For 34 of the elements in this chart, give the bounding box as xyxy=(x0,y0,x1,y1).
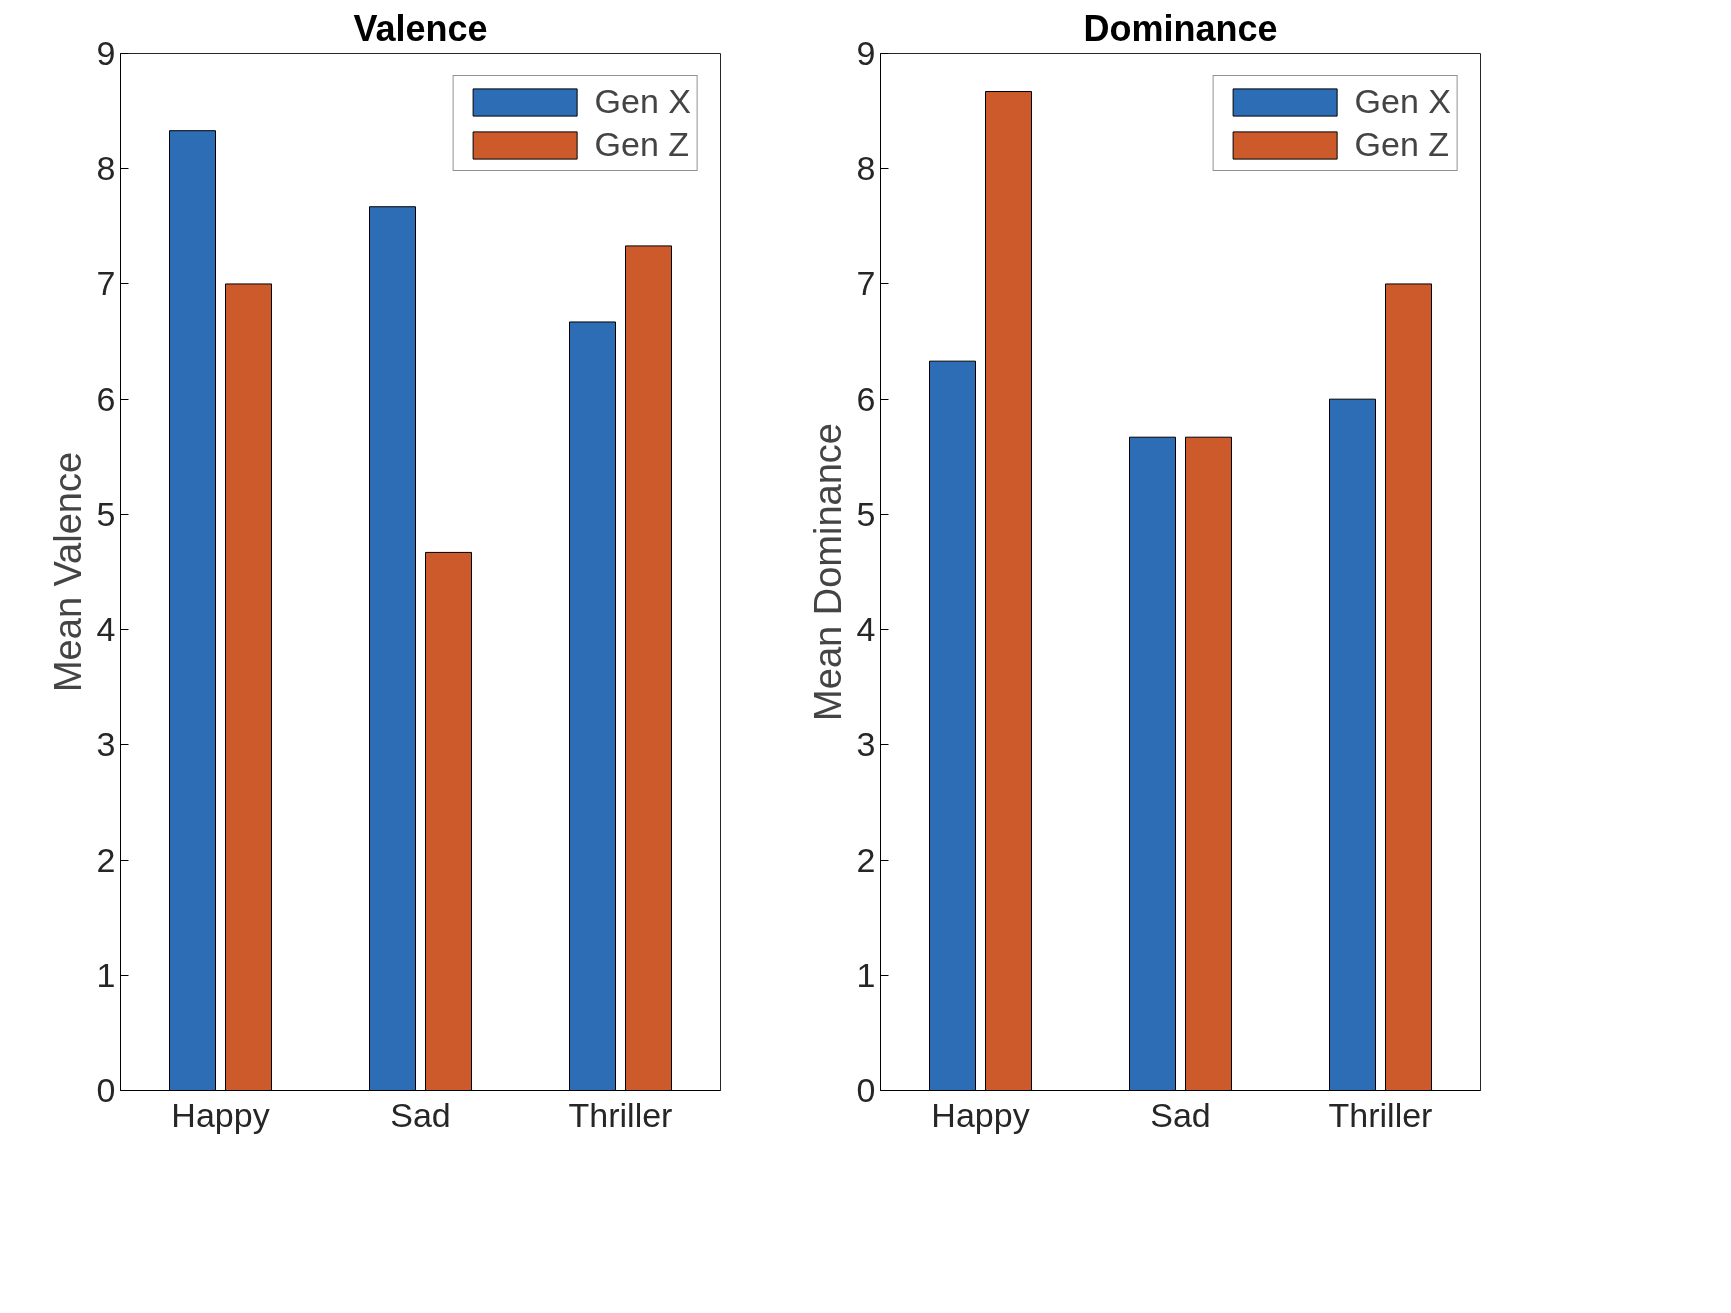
y-tick-label: 8 xyxy=(856,149,876,188)
legend-label: Gen Z xyxy=(594,125,690,164)
y-tick-label: 7 xyxy=(856,264,876,303)
legend-label: Gen X xyxy=(1354,82,1451,121)
y-tick-label: 3 xyxy=(856,725,876,764)
y-tick-label: 0 xyxy=(96,1071,116,1109)
chart-title: Valence xyxy=(353,7,488,49)
y-tick-label: 2 xyxy=(96,840,116,879)
y-axis-title: Mean Valence xyxy=(46,451,89,693)
y-tick-label: 6 xyxy=(96,379,116,418)
y-tick-label: 2 xyxy=(856,840,876,879)
y-tick-label: 6 xyxy=(856,379,876,418)
x-tick-label: Sad xyxy=(390,1095,451,1134)
x-tick-label: Happy xyxy=(931,1095,1030,1134)
y-tick-label: 7 xyxy=(96,264,116,303)
y-tick-label: 5 xyxy=(96,494,116,533)
y-tick-label: 5 xyxy=(856,494,876,533)
y-tick-label: 0 xyxy=(856,1071,876,1109)
y-tick-label: 4 xyxy=(856,610,876,649)
y-tick-label: 1 xyxy=(96,955,116,994)
x-tick-label: Thriller xyxy=(1328,1095,1433,1134)
chart-title: Dominance xyxy=(1083,7,1278,49)
legend-label: Gen X xyxy=(594,82,691,121)
x-tick-label: Sad xyxy=(1150,1095,1211,1134)
y-tick-label: 9 xyxy=(856,34,876,72)
x-tick-label: Happy xyxy=(171,1095,270,1134)
y-tick-label: 1 xyxy=(856,955,876,994)
y-tick-label: 4 xyxy=(96,610,116,649)
y-tick-label: 9 xyxy=(96,34,116,72)
y-axis-title: Mean Dominance xyxy=(806,423,849,721)
y-tick-label: 3 xyxy=(96,725,116,764)
x-tick-label: Thriller xyxy=(568,1095,673,1134)
y-tick-label: 8 xyxy=(96,149,116,188)
legend-label: Gen Z xyxy=(1354,125,1450,164)
